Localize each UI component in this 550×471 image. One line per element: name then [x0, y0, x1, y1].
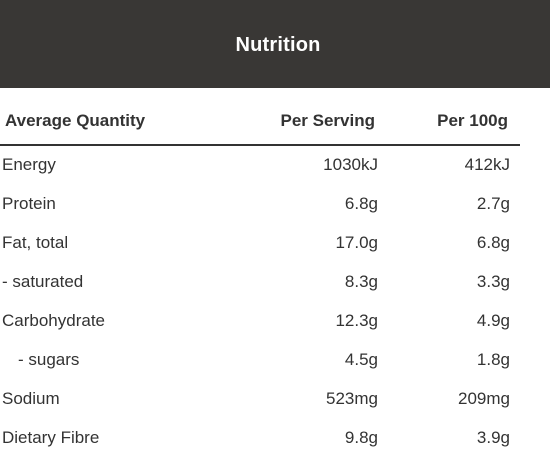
table-row: Carbohydrate 12.3g 4.9g — [0, 302, 520, 341]
row-per-serving: 12.3g — [335, 311, 378, 330]
row-label: - saturated — [2, 272, 84, 291]
table-row: Energy 1030kJ 412kJ — [0, 146, 520, 185]
column-per-serving: Per Serving — [280, 111, 376, 130]
table-header-row: Average Quantity Per Serving Per 100g — [0, 102, 520, 146]
row-per-100g: 4.9g — [476, 311, 510, 330]
row-per-serving: 4.5g — [344, 350, 378, 369]
row-label: - sugars — [18, 350, 80, 369]
row-per-100g: 1.8g — [476, 350, 510, 369]
row-per-serving: 523mg — [326, 389, 378, 408]
table-row: Dietary Fibre 9.8g 3.9g — [0, 419, 520, 458]
row-label: Dietary Fibre — [2, 428, 100, 447]
table-row: Sodium 523mg 209mg — [0, 380, 520, 419]
table-row: Fat, total 17.0g 6.8g — [0, 224, 520, 263]
row-per-100g: 2.7g — [476, 194, 510, 213]
row-per-100g: 3.9g — [476, 428, 510, 447]
row-per-100g: 412kJ — [464, 155, 510, 174]
row-per-100g: 209mg — [458, 389, 510, 408]
table-row: - saturated 8.3g 3.3g — [0, 263, 520, 302]
row-label: Fat, total — [2, 233, 69, 252]
row-per-100g: 6.8g — [476, 233, 510, 252]
header-title: Nutrition — [235, 33, 321, 56]
row-label: Sodium — [2, 389, 60, 408]
nutrition-table: Average Quantity Per Serving Per 100g En… — [0, 102, 520, 458]
row-per-serving: 1030kJ — [323, 155, 378, 174]
row-label: Energy — [2, 155, 56, 174]
column-average-quantity: Average Quantity — [5, 111, 146, 130]
table-row: Protein 6.8g 2.7g — [0, 185, 520, 224]
column-per-100g: Per 100g — [437, 111, 508, 130]
row-per-serving: 8.3g — [344, 272, 378, 291]
nutrition-header: Nutrition — [0, 0, 550, 88]
row-label: Protein — [2, 194, 56, 213]
row-per-serving: 17.0g — [335, 233, 378, 252]
row-per-serving: 9.8g — [344, 428, 378, 447]
row-per-100g: 3.3g — [476, 272, 510, 291]
table-row: - sugars 4.5g 1.8g — [0, 341, 520, 380]
row-per-serving: 6.8g — [344, 194, 378, 213]
table-body: Energy 1030kJ 412kJ Protein 6.8g 2.7g Fa… — [0, 146, 520, 458]
row-label: Carbohydrate — [2, 311, 106, 330]
